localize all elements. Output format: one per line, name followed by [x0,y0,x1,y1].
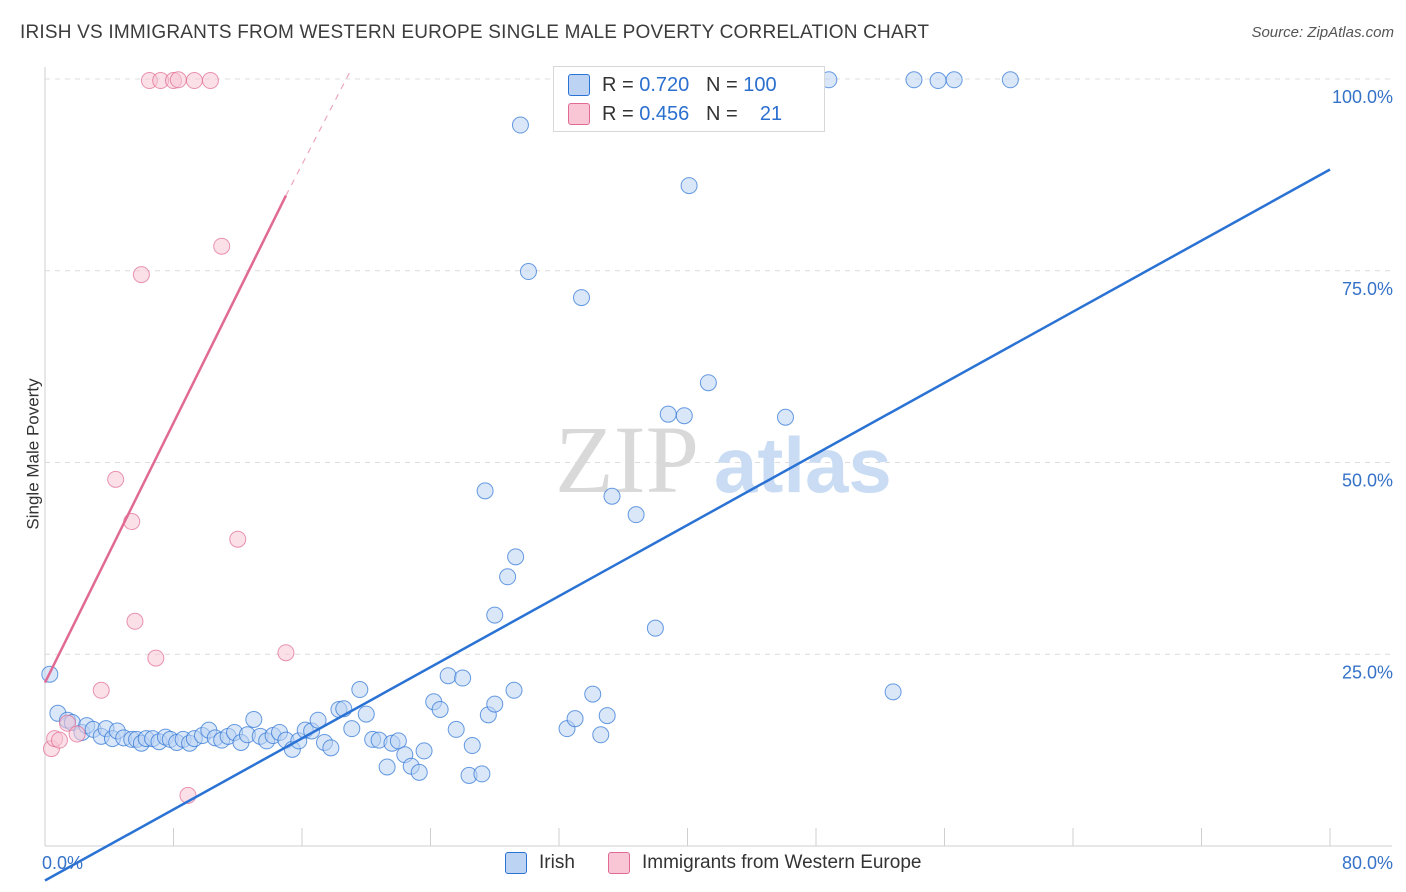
point-irish [343,720,361,738]
trendline-immigrants [43,195,288,684]
point-irish [884,683,902,701]
point-irish [929,72,947,90]
legend-box: R = 0.720 N = 100 R = 0.456 N = 21 [553,66,825,132]
y-tick-label: 100.0% [1332,87,1393,107]
legend-row-immigrants: R = 0.456 N = 21 [568,100,782,128]
legend-n-label: N = [705,73,738,96]
legend-r-value: 0.720 [639,73,690,96]
point-irish [945,71,963,89]
y-tick-label: 50.0% [1342,471,1393,491]
point-irish [431,700,449,718]
point-irish [680,177,698,195]
point-irish [507,548,525,566]
point-irish [463,737,481,755]
point-irish [905,71,923,89]
point-irish [439,667,457,685]
bottom-legend-irish: Irish [505,852,575,874]
point-immigrants [147,649,165,667]
point-irish [776,408,794,426]
axes [44,67,1392,847]
trendlines [43,71,1331,882]
point-irish [505,681,523,699]
point-irish [473,765,491,783]
legend-swatch-immigrants [568,103,590,125]
trendline-immigrants-extension [285,71,351,196]
point-immigrants [92,681,110,699]
point-irish [378,758,396,776]
point-irish [245,710,263,728]
series-irish [41,71,1019,784]
legend-n-value: 21 [759,102,783,125]
x-tick-label-max: 80.0% [1342,853,1393,873]
point-immigrants [68,725,86,743]
legend-n-label: N = [705,102,738,125]
point-immigrants [185,72,203,90]
chart-title: IRISH VS IMMIGRANTS FROM WESTERN EUROPE … [20,22,930,43]
legend-r-value: 0.456 [639,102,690,125]
point-irish [322,739,340,757]
chart-source: Source: ZipAtlas.com [1251,24,1394,41]
point-irish [584,685,602,703]
point-immigrants [277,644,295,662]
point-irish [486,606,504,624]
bottom-legend-swatch-irish [505,852,527,874]
series-immigrants [42,71,295,804]
point-irish [499,568,517,586]
legend-swatch-irish [568,74,590,96]
point-immigrants [126,612,144,630]
point-irish [351,681,369,699]
watermark-zip: ZIP [555,406,699,513]
point-immigrants [58,714,76,732]
y-tick-label: 75.0% [1342,279,1393,299]
point-irish [1001,71,1019,89]
point-immigrants [50,731,68,749]
legend-n-value: 100 [743,73,777,96]
legend-r-label: R = [602,102,634,125]
legend-row-irish: R = 0.720 N = 100 [568,71,777,99]
y-tick-label: 25.0% [1342,662,1393,682]
bottom-legend-label-immigrants: Immigrants from Western Europe [642,852,922,873]
grid-lines [45,78,1392,655]
point-irish [476,482,494,500]
point-immigrants [132,266,150,284]
point-immigrants [213,237,231,255]
point-irish [454,669,472,687]
bottom-legend-immigrants: Immigrants from Western Europe [608,852,921,874]
point-irish [598,707,616,725]
point-immigrants [107,470,125,488]
point-irish [447,720,465,738]
point-irish [659,405,677,423]
bottom-legend-label-irish: Irish [539,852,575,873]
point-irish [486,695,504,713]
point-immigrants [201,72,219,90]
point-irish [389,732,407,750]
point-irish [519,263,537,281]
point-irish [572,289,590,307]
y-axis-label: Single Male Poverty [23,378,43,530]
bottom-legend-swatch-immigrants [608,852,630,874]
point-irish [675,407,693,425]
point-irish [603,487,621,505]
point-irish [357,705,375,723]
legend-r-label: R = [602,73,634,96]
point-irish [627,506,645,524]
point-immigrants [169,71,187,89]
tick-labels: 25.0% 50.0% 75.0% 100.0% 0.0% 80.0% [42,87,1393,873]
point-irish [511,116,529,134]
x-tick-label-min: 0.0% [42,853,83,873]
point-irish [410,763,428,781]
trendline-irish [44,168,1331,882]
point-irish [566,710,584,728]
point-irish [646,619,664,637]
point-immigrants [229,530,247,548]
point-irish [699,374,717,392]
point-irish [415,742,433,760]
point-irish [592,726,610,744]
